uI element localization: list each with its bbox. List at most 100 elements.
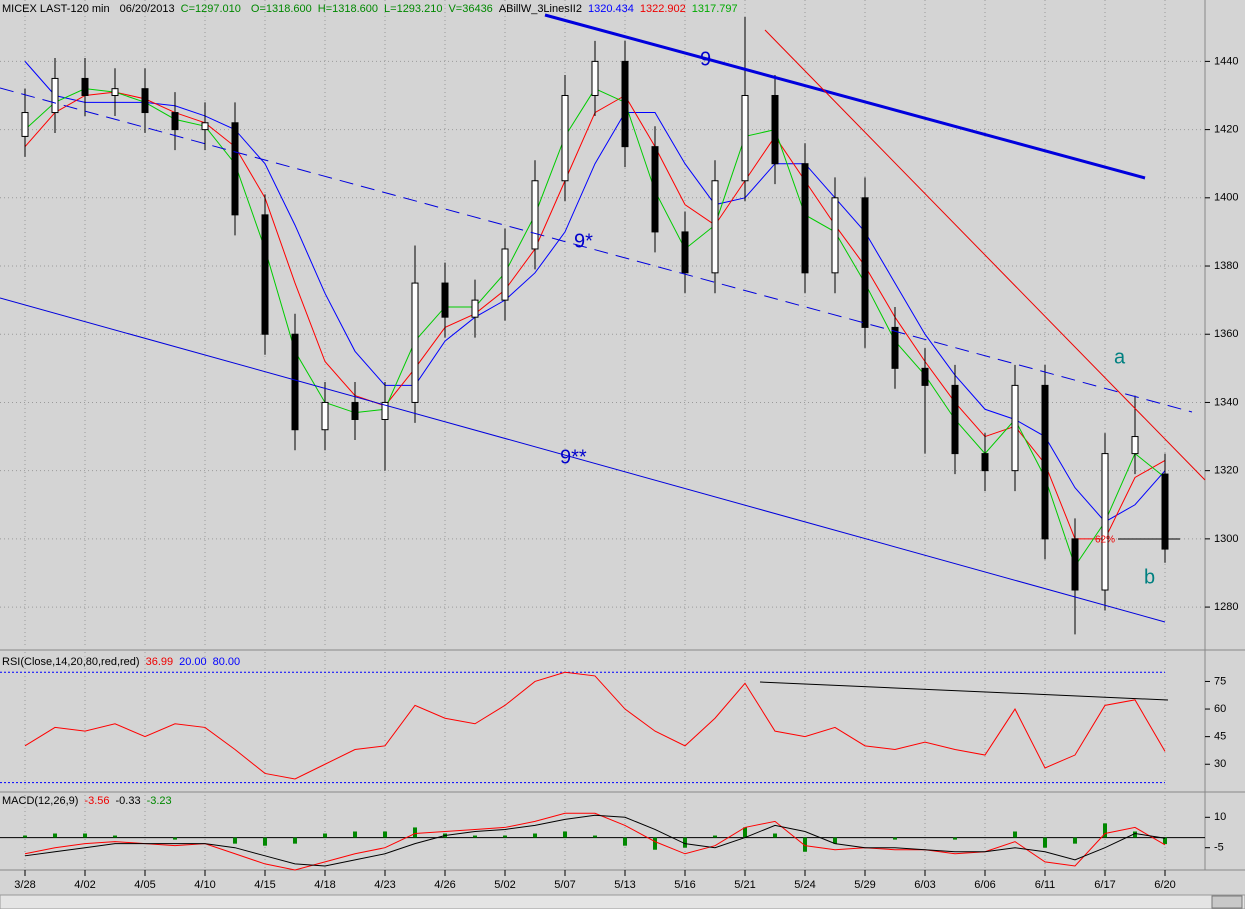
header: MICEX LAST-120 min 06/20/2013 C=1297.010 O=… — [2, 3, 738, 15]
candle-body — [801, 163, 809, 274]
histogram-bar — [503, 835, 507, 838]
header-text: RSI(Close,14,20,80,red,red) — [2, 656, 140, 668]
y-tick-label: 1380 — [1214, 260, 1238, 272]
candle-body — [891, 326, 899, 369]
header-text: -3.23 — [147, 795, 172, 807]
scrollbar[interactable] — [0, 894, 1245, 909]
histogram-bar — [1133, 831, 1137, 838]
y-tick-label: 1400 — [1214, 192, 1238, 204]
header-text: MACD(12,26,9) — [2, 795, 78, 807]
header: RSI(Close,14,20,80,red,red) 36.99 20.00 80.… — [2, 656, 240, 668]
candle-body — [351, 401, 359, 420]
y-tick-label: 1420 — [1214, 124, 1238, 136]
header-text: C=1297.010 — [181, 3, 241, 15]
x-tick-label: 6/03 — [914, 879, 935, 891]
x-tick-label: 4/15 — [254, 879, 275, 891]
candle-body — [291, 333, 299, 431]
candle-body — [1101, 453, 1109, 591]
candle-body — [1041, 384, 1049, 540]
y-tick-label: 45 — [1214, 731, 1226, 743]
candle-body — [561, 94, 569, 182]
histogram-bar — [893, 837, 897, 840]
x-tick-label: 5/24 — [794, 879, 815, 891]
histogram-bar — [473, 835, 477, 838]
header-text: -3.56 — [84, 795, 109, 807]
candle-body — [681, 231, 689, 274]
histogram-bar — [1103, 823, 1107, 838]
x-tick-label: 4/18 — [314, 879, 335, 891]
histogram-bar — [173, 837, 177, 840]
candle-body — [621, 60, 629, 148]
candle-body — [1071, 538, 1079, 591]
trendline — [0, 297, 1166, 623]
histogram-bar — [23, 835, 27, 838]
y-tick-label: 1320 — [1214, 465, 1238, 477]
candle-body — [111, 88, 119, 96]
candle-body — [651, 146, 659, 233]
candle-body — [261, 214, 269, 335]
header-text: 1322.902 — [640, 3, 686, 15]
marks: 3/28 4/02 4/05 4/10 4/15 4/18 4/23 4/26 5/02 5/07… — [0, 0, 1238, 891]
y-tick-label: 30 — [1214, 758, 1226, 770]
header-text: MICEX LAST-120 min — [2, 3, 110, 15]
x-tick-label: 6/06 — [974, 879, 995, 891]
candle-body — [471, 299, 479, 318]
annotation: 9** — [560, 446, 587, 468]
y-tick-label: 10 — [1214, 811, 1226, 823]
header-text: -0.33 — [116, 795, 141, 807]
histogram-bar — [593, 835, 597, 838]
header-text: 1317.797 — [692, 3, 738, 15]
histogram-bar — [83, 833, 87, 838]
line — [24, 814, 1166, 867]
header-text: L=1293.210 — [384, 3, 442, 15]
candle-body — [921, 367, 929, 386]
candle-body — [51, 77, 59, 114]
candle-body — [501, 248, 509, 301]
histogram-bar — [683, 837, 687, 848]
x-tick-label: 6/20 — [1154, 879, 1175, 891]
header-text: ABillW_3LinesII2 — [499, 3, 582, 15]
candle-body — [201, 122, 209, 131]
y-tick-label: 1280 — [1214, 601, 1238, 613]
annotation: 9 — [700, 48, 711, 70]
candle-body — [981, 453, 989, 472]
histogram-bar — [533, 833, 537, 838]
candle-body — [171, 112, 179, 131]
histogram-bar — [1043, 837, 1047, 848]
histogram-bar — [563, 831, 567, 838]
histogram-bar — [743, 827, 747, 838]
x-tick-label: 6/11 — [1035, 879, 1056, 891]
annotation: a — [1114, 346, 1126, 368]
scroll-thumb[interactable] — [1211, 895, 1243, 909]
trendline — [764, 29, 1206, 481]
candle-body — [231, 122, 239, 216]
candle-body — [1011, 384, 1019, 472]
annotation: 9* — [574, 230, 593, 252]
header: MACD(12,26,9) -3.56 -0.33 -3.23 — [2, 795, 172, 807]
histogram-bar — [713, 835, 717, 838]
x-tick-label: 4/23 — [374, 879, 395, 891]
rsi-trendline — [759, 681, 1169, 701]
y-tick-label: 1360 — [1214, 328, 1238, 340]
x-tick-label: 5/13 — [614, 879, 635, 891]
candle-body — [1131, 436, 1139, 455]
y-tick-label: 60 — [1214, 703, 1226, 715]
x-tick-label: 5/07 — [554, 879, 575, 891]
histogram-bar — [623, 837, 627, 846]
header-text: 06/20/2013 — [120, 3, 175, 15]
header-text: H=1318.600 — [318, 3, 378, 15]
header-text: O=1318.600 — [251, 3, 312, 15]
annotation: 62% — [1095, 535, 1115, 546]
histogram-bar — [803, 837, 807, 852]
x-tick-label: 4/10 — [194, 879, 215, 891]
x-tick-label: 5/21 — [734, 879, 755, 891]
header-text: 1320.434 — [588, 3, 634, 15]
x-tick-label: 4/26 — [434, 879, 455, 891]
candle-body — [741, 94, 749, 182]
histogram-bar — [113, 835, 117, 838]
header-text: 36.99 — [146, 656, 174, 668]
y-tick-label: 1300 — [1214, 533, 1238, 545]
candle-body — [711, 180, 719, 274]
candle-body — [1161, 473, 1169, 550]
